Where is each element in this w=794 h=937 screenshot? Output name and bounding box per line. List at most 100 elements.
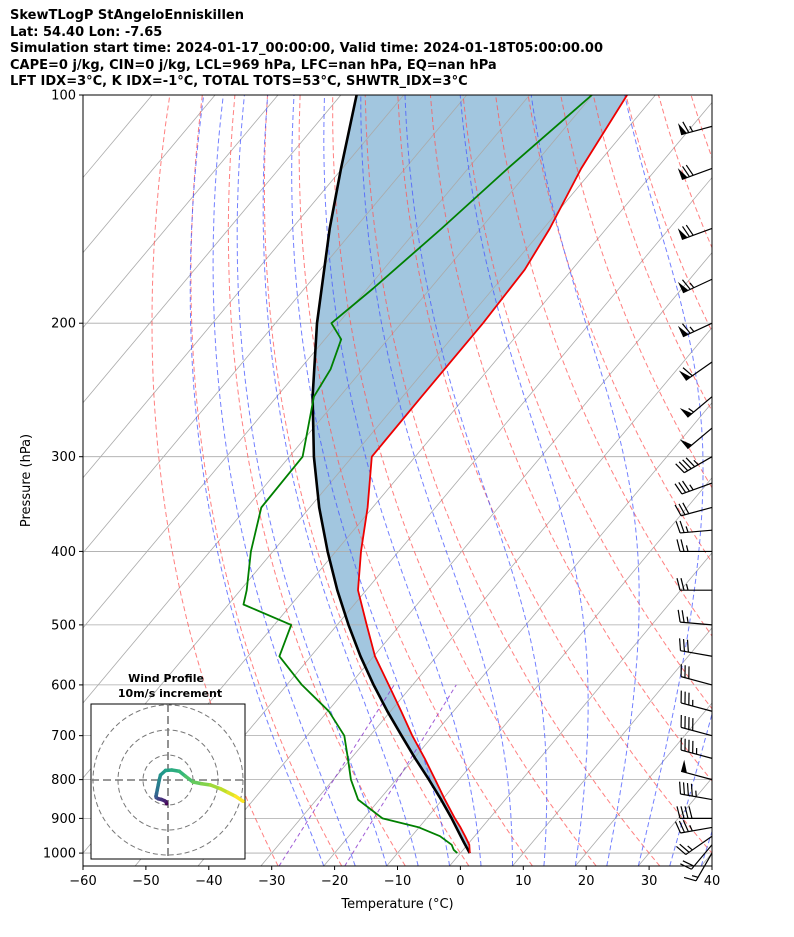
wind-barb-half (688, 407, 694, 413)
dry-adiabat-line (263, 95, 470, 866)
x-axis-label: Temperature (°C) (340, 897, 453, 912)
wind-barb-full (683, 876, 697, 882)
wind-barb (678, 121, 713, 136)
wind-barb-staff (680, 529, 713, 534)
wind-barb-full (690, 783, 693, 797)
chart-title: SkewTLogP StAngeloEnniskillen (10, 8, 244, 23)
isotherm-line (260, 327, 712, 866)
wind-barb-full (680, 806, 685, 819)
wind-barb-staff (685, 835, 713, 856)
wind-barb-full (674, 504, 682, 517)
wind-barb-full (678, 503, 686, 515)
wind-barb-half (689, 326, 695, 333)
wind-barb-full (682, 459, 692, 470)
wind-barb-full (682, 820, 689, 832)
wind-barb-full (679, 520, 685, 533)
isotherm-line (449, 552, 712, 866)
wind-barb (678, 361, 713, 381)
wind-barb-half (693, 459, 699, 466)
wind-barb-full (682, 226, 690, 238)
wind-barb-full (682, 782, 686, 795)
wind-barb-full (674, 483, 683, 495)
isotherm-line (700, 852, 712, 866)
dry-adiabat-line (724, 95, 794, 866)
hodograph-plot (91, 704, 245, 859)
wind-barb-staff (680, 702, 713, 712)
wind-barb (680, 759, 713, 781)
x-tick-label: 40 (704, 874, 721, 889)
dry-adiabat-line (756, 95, 794, 866)
dry-adiabat-line (298, 95, 533, 866)
y-tick-label: 900 (51, 812, 76, 827)
wind-barb-staff (695, 852, 713, 882)
isotherm-line (512, 627, 712, 866)
wind-barb-pennant (677, 325, 689, 337)
wind-barb-pennant (679, 408, 693, 418)
wind-barb-full (686, 783, 689, 796)
wind-barb (677, 224, 713, 241)
x-tick-label: 20 (578, 874, 595, 889)
wind-barb-half (689, 282, 695, 289)
isotherm-line (83, 95, 593, 704)
wind-barb-full (677, 609, 681, 623)
wind-barb-full (684, 806, 689, 819)
wind-barb (676, 835, 713, 856)
wind-barb-half (685, 526, 689, 533)
wind-barb-full (682, 639, 686, 652)
dry-adiabat-line (495, 95, 712, 637)
hodograph-title: Wind Profile (128, 672, 204, 685)
chart-title-block: SkewTLogP StAngeloEnniskillen Lat: 54.40… (10, 8, 770, 91)
dry-adiabat-line (527, 95, 712, 564)
wind-barb (676, 539, 712, 553)
x-tick-label: 30 (641, 874, 658, 889)
wind-barb-half (689, 824, 693, 832)
moist-adiabat-line (189, 95, 325, 866)
wind-barb-full (688, 806, 693, 819)
wind-barb (675, 520, 713, 534)
wind-barb-staff (680, 506, 713, 517)
wind-barb-full (675, 463, 685, 474)
x-tick-label: 10 (515, 874, 532, 889)
x-tick-label: −40 (195, 874, 222, 889)
wind-barb-half (685, 545, 689, 552)
wind-barb-full (682, 502, 690, 514)
wind-barb-half (691, 875, 699, 878)
isotherm-line (323, 402, 712, 866)
wind-barb-staff (680, 650, 713, 657)
simulation-time-line: Simulation start time: 2024-01-17_00:00:… (10, 41, 603, 56)
wind-barb-full (679, 843, 690, 853)
moist-adiabat-line (404, 95, 548, 866)
dry-adiabat-line (332, 95, 597, 866)
wind-barb-half (685, 584, 689, 591)
wind-barb (677, 278, 713, 294)
cape-shaded-area (312, 95, 628, 866)
wind-barb (680, 844, 713, 870)
hodograph-segment (233, 794, 245, 803)
wind-barb-full (678, 482, 687, 493)
wind-barb (679, 638, 713, 657)
wind-barb-full (681, 610, 685, 623)
wind-barb-full (674, 821, 682, 834)
wind-barb-full (676, 806, 681, 819)
stability-indices-line: LFT IDX=3°C, K IDX=-1°C, TOTAL TOTS=53°C… (10, 74, 468, 89)
wind-barb (677, 322, 713, 338)
y-tick-label: 1000 (43, 847, 76, 862)
wind-barb-full (680, 539, 685, 552)
wind-barb (683, 852, 713, 882)
moist-adiabat-line (236, 95, 388, 866)
hodograph-subtitle: 10m/s increment (118, 687, 222, 700)
wind-barb-staff (680, 826, 713, 834)
wind-barb-full (682, 860, 695, 867)
y-tick-label: 400 (51, 545, 76, 560)
wind-barb-pennant (681, 759, 687, 773)
wind-barb-full (681, 279, 691, 290)
isotherm-line (83, 95, 405, 479)
wind-barb-full (676, 539, 681, 552)
wind-barb-half (686, 616, 689, 623)
wind-barb-full (682, 367, 693, 377)
wind-barb-full (685, 457, 696, 468)
wind-barb (680, 737, 713, 759)
wind-barb (676, 578, 712, 591)
y-tick-label: 300 (51, 450, 76, 465)
wind-barb-staff (680, 621, 713, 626)
